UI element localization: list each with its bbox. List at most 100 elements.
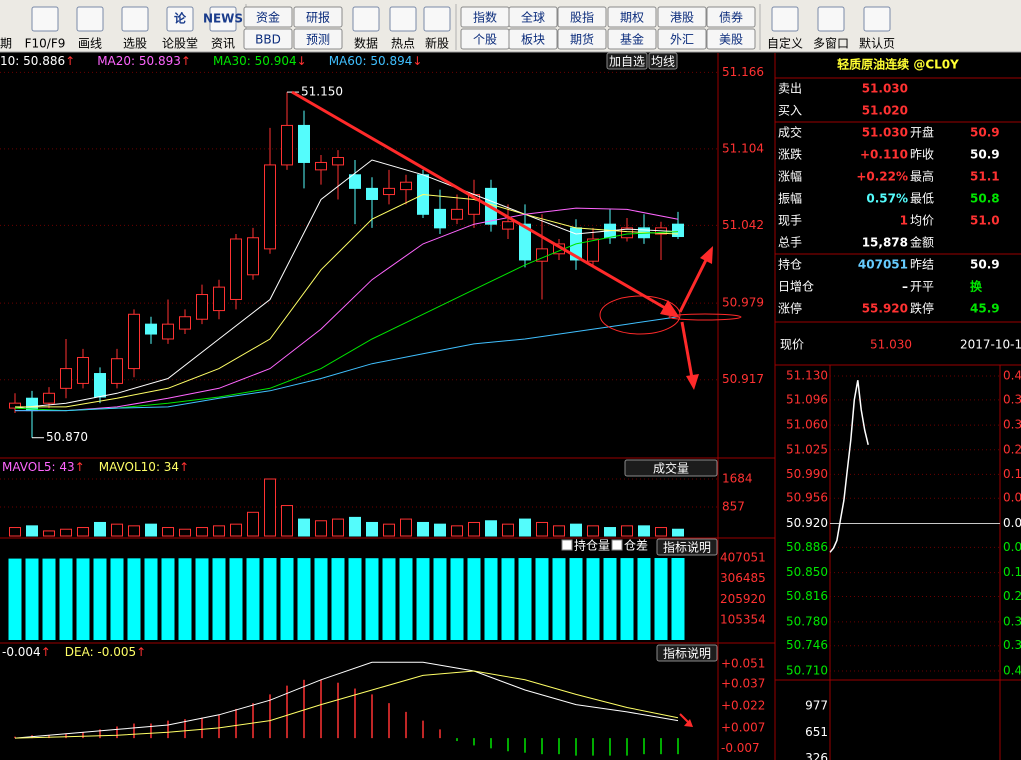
y-tick-label: 50.956 (786, 491, 828, 505)
chart-button[interactable] (606, 52, 648, 70)
toolbar-small-button-label[interactable]: 股指 (570, 10, 594, 25)
y-tick-label: 407051 (720, 550, 766, 564)
toolbar-small-button-label[interactable]: 个股 (473, 33, 497, 47)
volume-bar (451, 525, 463, 537)
indicator-help-label[interactable]: 指标说明 (663, 646, 711, 661)
toolbar-button[interactable]: 论股堂 (162, 37, 198, 51)
volume-bar (77, 527, 89, 537)
toolbar-small-button[interactable] (607, 6, 657, 28)
chart-button[interactable] (648, 52, 678, 70)
oi-bar (654, 558, 668, 640)
indicator-help[interactable] (656, 538, 718, 556)
legend-label: MAVOL10: 34 (99, 460, 179, 474)
toolbar-small-button[interactable] (657, 28, 707, 50)
candle-body (451, 208, 463, 220)
oi-bar (314, 558, 328, 640)
toolbar-button[interactable]: 默认页 (859, 36, 895, 51)
toolbar-small-button[interactable] (293, 28, 343, 50)
legend-arrow: ↓ (297, 54, 307, 68)
y-tick-label: 50.746 (786, 638, 828, 652)
toolbar-small-button-label[interactable]: 指数 (473, 10, 497, 25)
y-tick-label: 105354 (720, 613, 766, 627)
toolbar-small-button-label[interactable]: 期货 (570, 32, 594, 47)
oi-bar (637, 558, 651, 640)
pct-label: 0.1 (1003, 565, 1021, 579)
toolbar-icon[interactable] (166, 6, 194, 32)
volume-bar (434, 523, 446, 537)
y-tick-label: 51.104 (722, 141, 764, 155)
toolbar-small-button[interactable] (557, 28, 607, 50)
toolbar-button[interactable]: 自定义 (767, 36, 803, 51)
chart-button-label[interactable]: 加自选 (609, 55, 645, 69)
candle-body (162, 323, 174, 340)
toolbar-small-button[interactable] (557, 6, 607, 28)
candle-body (672, 223, 684, 238)
toolbar-small-button-label[interactable]: 外汇 (670, 33, 694, 47)
quote-value: 45.9 (970, 302, 1000, 316)
oi-bar (416, 558, 430, 640)
toolbar-icon[interactable] (121, 6, 149, 32)
toolbar-button[interactable]: 热点 (391, 37, 415, 51)
toolbar-small-button-label[interactable]: 债券 (719, 10, 743, 25)
checkbox-label: 持仓量 (574, 538, 610, 553)
toolbar-small-button-label[interactable]: 美股 (719, 33, 743, 47)
toolbar-small-button-label[interactable]: 板块 (521, 33, 545, 47)
quote-label: 涨停 (778, 301, 802, 316)
toolbar-small-button[interactable] (657, 6, 707, 28)
toolbar-small-button-label[interactable]: BBD (255, 33, 281, 47)
toolbar-icon[interactable] (352, 6, 380, 32)
toolbar-small-button[interactable] (607, 28, 657, 50)
indicator-dropdown[interactable] (624, 459, 718, 477)
toolbar-icon[interactable] (31, 6, 59, 32)
toolbar-icon[interactable] (209, 6, 237, 32)
oi-bar (450, 558, 464, 640)
toolbar-small-button[interactable] (706, 28, 756, 50)
checkbox[interactable] (611, 539, 623, 551)
toolbar-icon[interactable] (817, 6, 845, 32)
toolbar-small-button-label[interactable]: 港股 (670, 11, 694, 25)
toolbar-icon[interactable] (423, 6, 451, 32)
toolbar-small-button[interactable] (706, 6, 756, 28)
volume-bar (383, 523, 395, 537)
toolbar-button[interactable]: 数据 (354, 36, 378, 51)
toolbar-small-button-label[interactable]: 研报 (306, 10, 330, 25)
toolbar-icon[interactable] (863, 6, 891, 32)
toolbar-button[interactable]: F10/F9 (25, 37, 66, 51)
y-tick-label: 1684 (722, 472, 753, 486)
toolbar-icon[interactable] (771, 6, 799, 32)
toolbar-small-button-label[interactable]: 预测 (306, 33, 330, 47)
toolbar-small-button-label[interactable]: 期权 (620, 11, 644, 25)
toolbar-small-button[interactable] (508, 28, 558, 50)
toolbar-small-button[interactable] (243, 28, 293, 50)
indicator-dropdown-label[interactable]: 成交量 (653, 461, 689, 476)
toolbar-button[interactable]: 资讯 (211, 37, 235, 51)
volume-bar (213, 525, 225, 537)
toolbar-small-button[interactable] (508, 6, 558, 28)
toolbar-icon[interactable] (76, 6, 104, 32)
candle-body (332, 157, 344, 166)
chart-button-label[interactable]: 均线 (651, 55, 675, 69)
quote-label: 现手 (778, 214, 802, 228)
volume-bar (587, 525, 599, 537)
toolbar-icon[interactable] (389, 6, 417, 32)
volume-bar (349, 516, 361, 537)
candle-body (179, 316, 191, 330)
toolbar-button[interactable]: 多窗口 (813, 37, 849, 51)
toolbar-button[interactable]: 选股 (123, 37, 147, 51)
toolbar-small-button[interactable] (243, 6, 293, 28)
candle-body (587, 238, 599, 262)
indicator-help-label[interactable]: 指标说明 (663, 540, 711, 555)
toolbar-small-button[interactable] (293, 6, 343, 28)
volume-bar (638, 525, 650, 537)
toolbar-small-button-label[interactable]: 全球 (521, 10, 545, 25)
toolbar-button[interactable]: 画线 (78, 37, 102, 51)
toolbar-small-button-label[interactable]: 资金 (256, 10, 280, 25)
toolbar-button[interactable]: 期 (0, 37, 12, 51)
toolbar-small-button-label[interactable]: 基金 (620, 32, 644, 47)
indicator-help[interactable] (656, 644, 718, 662)
checkbox[interactable] (561, 539, 573, 551)
oi-bar (484, 558, 498, 640)
toolbar-button[interactable]: 新股 (425, 36, 449, 51)
quote-label: 卖出 (778, 82, 802, 96)
quote-value: 51.0 (970, 214, 1000, 228)
